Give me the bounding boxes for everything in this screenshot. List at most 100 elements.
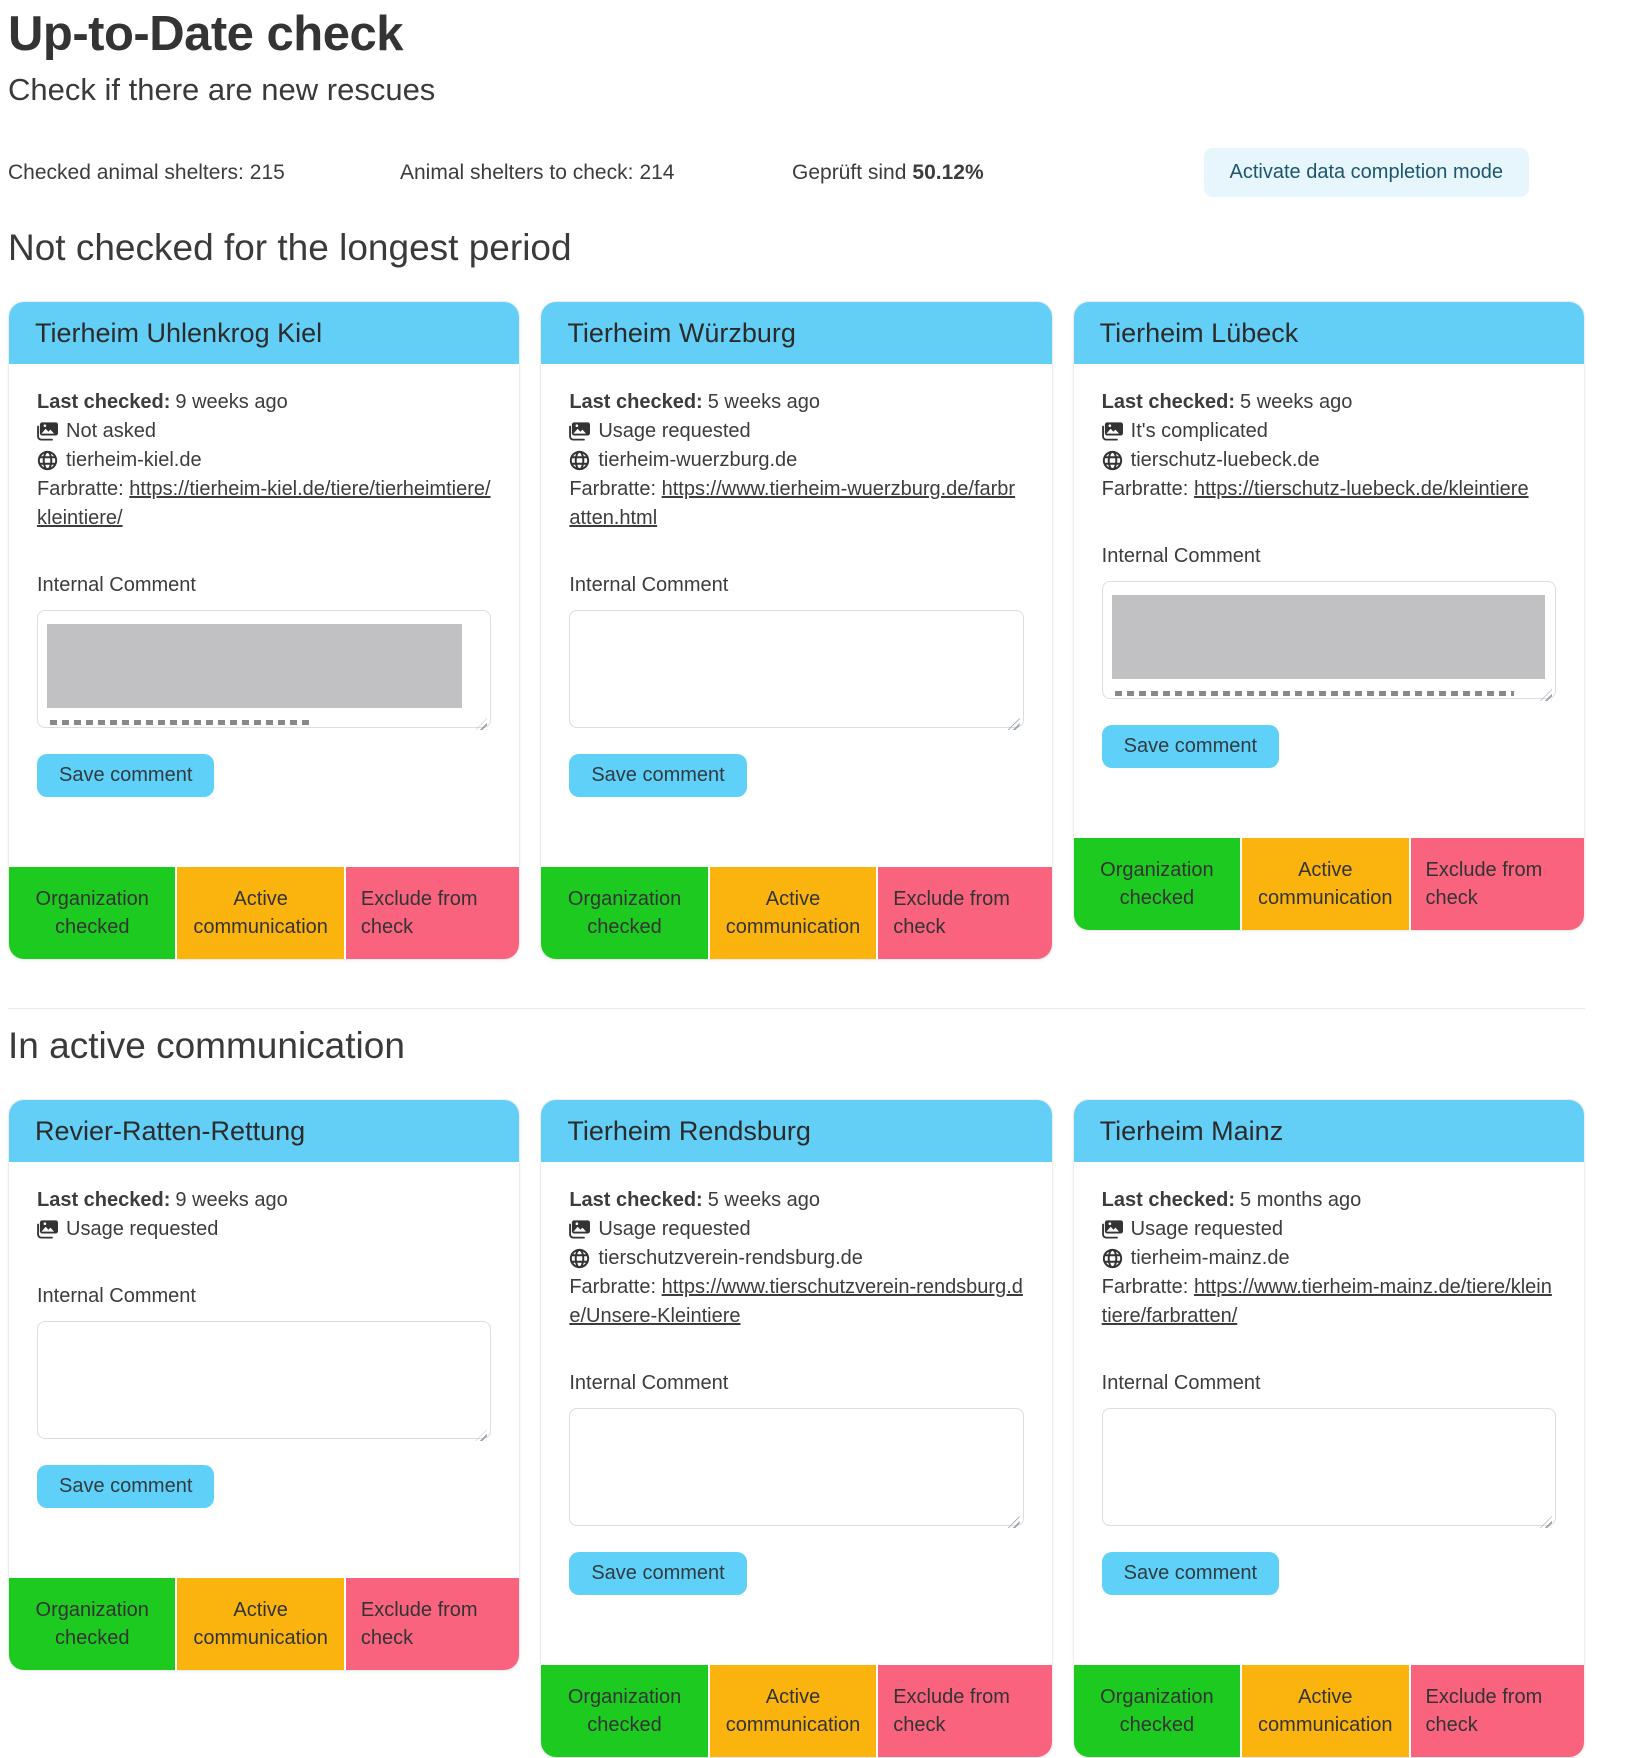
save-comment-button[interactable]: Save comment [37,754,215,797]
active-communication-button[interactable]: Active communication [1242,838,1409,930]
status-text: Usage requested [598,420,751,442]
website-text: tierheim-mainz.de [1130,1247,1290,1269]
active-communication-button[interactable]: Active communication [177,867,344,959]
website-text: tierheim-wuerzburg.de [598,449,798,471]
images-icon [569,421,591,441]
organization-checked-button[interactable]: Organization checked [9,867,176,959]
save-comment-button[interactable]: Save comment [569,754,747,797]
active-communication-button[interactable]: Active communication [709,867,877,959]
farbratte-line: Farbratte: https://www.tierschutzverein-r… [569,1273,1023,1331]
page-container: Up-to-Date check Check if there are new … [8,6,1585,1758]
page-subtitle: Check if there are new rescues [8,72,436,107]
organization-checked-button[interactable]: Organization checked [541,867,708,959]
website-text: tierschutz-luebeck.de [1130,449,1320,471]
save-comment-button[interactable]: Save comment [1101,725,1280,768]
last-checked-line: Last checked: 5 weeks ago [1102,388,1556,417]
card-body: Last checked: 5 months ago Usage requeste… [1074,1162,1584,1665]
redacted-text-sliver [50,720,314,725]
stat-checked-percent: Geprüft sind 50.12% [792,161,1184,185]
last-checked-value: 5 weeks ago [707,1189,821,1211]
active-communication-button[interactable]: Active communication [709,1665,877,1757]
stats-row: Checked animal shelters: 215 Animal shelt… [8,148,1585,197]
last-checked-label: Last checked: [37,1189,171,1211]
exclude-from-check-button[interactable]: Exclude from check [345,1578,520,1670]
status-text: Not asked [66,420,157,442]
card-body: Last checked: 9 weeks ago Not asked tierh… [9,364,519,867]
globe-icon [570,1248,590,1269]
stat-label: Checked animal shelters: [8,160,244,184]
exclude-from-check-button[interactable]: Exclude from check [878,867,1052,959]
section-divider [8,1008,1585,1009]
exclude-from-check-button[interactable]: Exclude from check [1410,838,1584,930]
exclude-from-check-button[interactable]: Exclude from check [878,1665,1052,1757]
shelter-card: Tierheim Uhlenkrog Kiel Last checked: 9 w… [8,301,521,960]
farbratte-link[interactable]: https://www.tierheim-mainz.de/tiere/klei… [1101,1276,1552,1327]
farbratte-link[interactable]: https://www.tierschutzverein-rendsburg.d… [569,1276,1023,1327]
card-footer: Organization checked Active communicatio… [1073,1665,1584,1757]
comment-textarea-wrap [569,1408,1024,1532]
organization-checked-button[interactable]: Organization checked [541,1665,708,1757]
shelter-card: Tierheim Rendsburg Last checked: 5 weeks … [540,1099,1053,1758]
save-comment-button[interactable]: Save comment [1101,1552,1280,1595]
shelter-card: Tierheim Würzburg Last checked: 5 weeks a… [540,301,1053,960]
card-title: Tierheim Würzburg [567,318,796,348]
exclude-from-check-button[interactable]: Exclude from check [1410,1665,1584,1757]
shelter-card: Tierheim Lübeck Last checked: 5 weeks ago… [1072,301,1585,931]
last-checked-line: Last checked: 9 weeks ago [37,388,491,417]
farbratte-label: Farbratte: [569,478,657,500]
last-checked-label: Last checked: [569,1189,703,1211]
card-footer: Organization checked Active communicatio… [541,1665,1052,1757]
farbratte-link[interactable]: https://tierheim-kiel.de/tiere/tierheimt… [37,478,491,529]
internal-comment-label: Internal Comment [37,574,196,596]
farbratte-label: Farbratte: [569,1276,657,1298]
farbratte-link[interactable]: https://www.tierheim-wuerzburg.de/farbra… [569,478,1016,529]
card-header: Tierheim Lübeck [1073,302,1584,364]
last-checked-value: 5 weeks ago [707,391,821,413]
farbratte-label: Farbratte: [1101,478,1189,500]
card-title: Tierheim Uhlenkrog Kiel [35,318,323,348]
farbratte-label: Farbratte: [1101,1276,1189,1298]
comment-textarea-wrap [37,1321,492,1445]
website-line: tierheim-mainz.de [1102,1244,1556,1273]
comment-textarea-wrap [1101,1408,1556,1532]
globe-icon [1102,450,1122,471]
card-footer: Organization checked Active communicatio… [541,867,1052,959]
save-comment-button[interactable]: Save comment [569,1552,747,1595]
internal-comment-label: Internal Comment [569,574,729,596]
shelter-card: Revier-Ratten-Rettung Last checked: 9 wee… [8,1099,521,1671]
globe-icon [570,450,590,471]
stat-value: 50.12% [912,160,984,184]
status-text: It's complicated [1130,420,1268,442]
active-communication-button[interactable]: Active communication [177,1578,344,1670]
images-icon [37,421,58,441]
last-checked-value: 5 weeks ago [1240,391,1353,413]
status-line: Usage requested [569,1215,1023,1244]
activate-data-completion-button[interactable]: Activate data completion mode [1203,148,1529,197]
save-comment-button[interactable]: Save comment [37,1465,215,1508]
internal-comment-textarea[interactable] [569,1408,1024,1526]
internal-comment-textarea[interactable] [1101,1408,1556,1526]
last-checked-line: Last checked: 5 weeks ago [569,388,1023,417]
organization-checked-button[interactable]: Organization checked [9,1578,176,1670]
website-line: tierheim-kiel.de [37,446,491,475]
internal-comment-textarea[interactable] [37,1321,492,1439]
card-body: Last checked: 5 weeks ago It's complicate… [1074,364,1584,838]
card-title: Tierheim Mainz [1099,1116,1284,1146]
page-title: Up-to-Date check [8,7,403,61]
comment-textarea-wrap [1101,581,1556,705]
section-heading-active-communication: In active communication [8,1025,405,1066]
card-footer: Organization checked Active communicatio… [9,1578,520,1670]
comment-textarea-wrap [569,610,1024,734]
active-communication-button[interactable]: Active communication [1242,1665,1409,1757]
last-checked-value: 5 months ago [1240,1189,1362,1211]
organization-checked-button[interactable]: Organization checked [1073,1665,1241,1757]
cards-row: Tierheim Uhlenkrog Kiel Last checked: 9 w… [8,301,1585,960]
comment-textarea-wrap [37,610,492,734]
status-text: Usage requested [1130,1218,1283,1240]
last-checked-line: Last checked: 5 months ago [1102,1186,1556,1215]
exclude-from-check-button[interactable]: Exclude from check [345,867,520,959]
organization-checked-button[interactable]: Organization checked [1073,838,1241,930]
internal-comment-textarea[interactable] [569,610,1024,728]
last-checked-line: Last checked: 9 weeks ago [37,1186,491,1215]
farbratte-link[interactable]: https://tierschutz-luebeck.de/kleintiere [1193,478,1529,500]
